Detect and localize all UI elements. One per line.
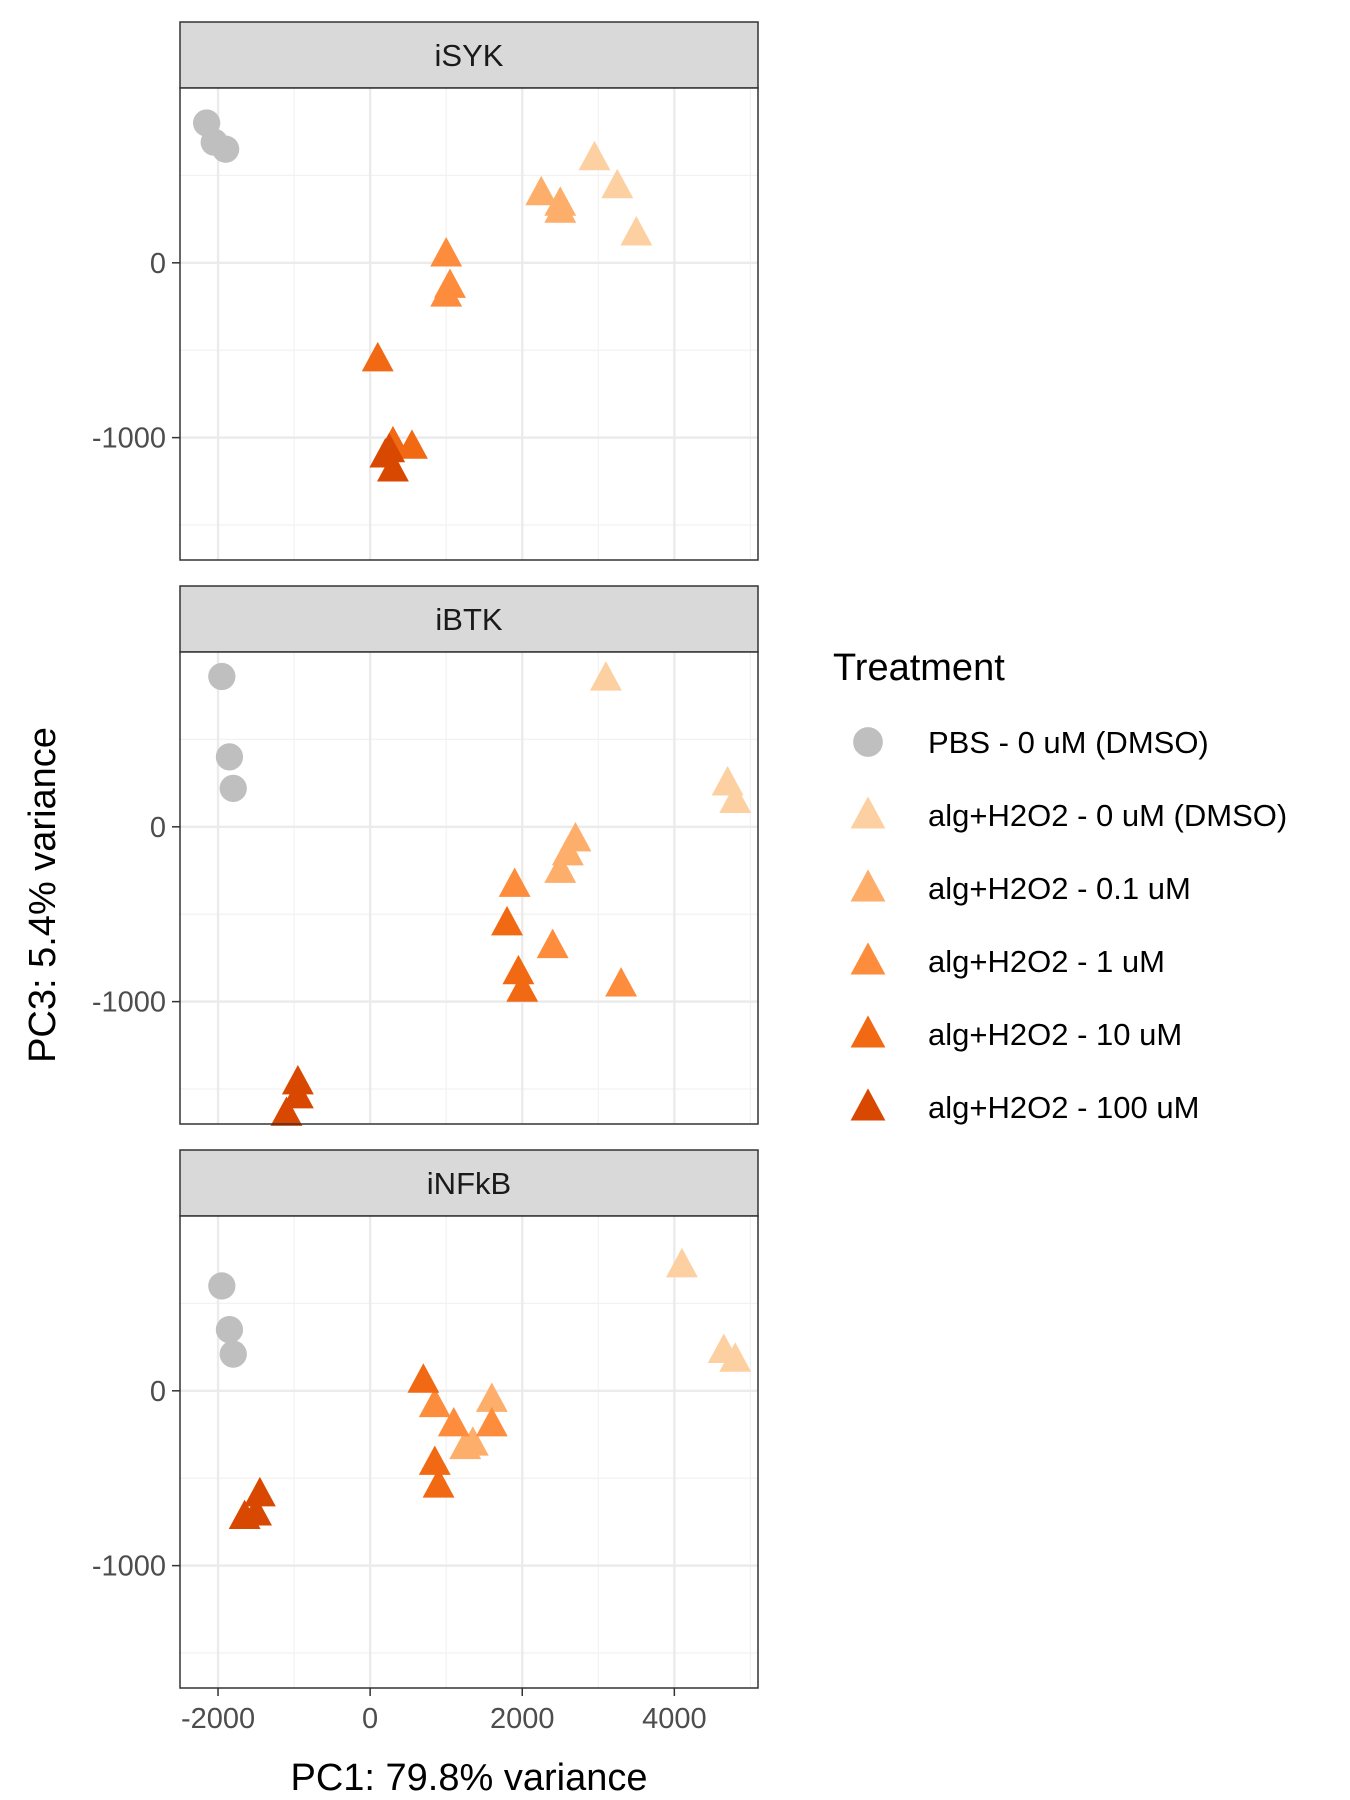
data-point [418, 1445, 451, 1475]
legend-key [853, 727, 883, 757]
data-point [361, 341, 394, 372]
panel-border [179, 651, 759, 1125]
legend-item: alg+H2O2 - 0.1 uM [850, 869, 1191, 906]
data-point [407, 1363, 440, 1393]
data-point [215, 743, 244, 771]
data-point [475, 1406, 508, 1437]
data-point [211, 135, 240, 163]
data-point [491, 905, 523, 936]
facet-strip [179, 585, 759, 653]
legend-key [850, 1088, 886, 1121]
axes: PC1: 79.8% variance PC3: 5.4% variance [22, 727, 647, 1799]
facet-strip [179, 21, 759, 89]
legend-label: alg+H2O2 - 1 uM [928, 944, 1165, 979]
data-point [228, 1499, 261, 1530]
legend: Treatment PBS - 0 uM (DMSO) alg+H2O2 - 0 … [833, 647, 1287, 1125]
data-point [422, 1468, 455, 1498]
data-point [243, 1476, 276, 1507]
data-point [270, 1096, 303, 1126]
data-point [215, 1315, 244, 1344]
legend-label: PBS - 0 uM (DMSO) [928, 725, 1209, 760]
data-point [620, 216, 653, 246]
x-tick-label: 0 [362, 1703, 378, 1735]
data-point [719, 783, 752, 813]
data-point [208, 662, 236, 691]
data-point [605, 967, 638, 997]
y-tick-label: -1000 [92, 1551, 166, 1583]
legend-item: alg+H2O2 - 10 uM [850, 1015, 1182, 1052]
data-point [578, 140, 611, 171]
y-tick-label: 0 [150, 812, 166, 844]
legend-item: PBS - 0 uM (DMSO) [853, 725, 1209, 760]
legend-label: alg+H2O2 - 0 uM (DMSO) [928, 798, 1287, 833]
data-point [665, 1247, 698, 1278]
y-tick-label: -1000 [92, 987, 166, 1019]
legend-item: alg+H2O2 - 1 uM [850, 942, 1165, 979]
data-point [219, 1340, 247, 1368]
facet-strip-label: iBTK [435, 602, 503, 637]
data-point [536, 928, 569, 959]
data-point [373, 432, 406, 463]
legend-key [850, 796, 886, 829]
legend-key [850, 942, 886, 975]
data-point [437, 1406, 470, 1437]
legend-label: alg+H2O2 - 10 uM [928, 1017, 1182, 1052]
legend-item: alg+H2O2 - 0 uM (DMSO) [850, 796, 1287, 833]
legend-label: alg+H2O2 - 0.1 uM [928, 871, 1191, 906]
plot-background [180, 88, 758, 560]
x-axis-title: PC1: 79.8% variance [291, 1757, 648, 1799]
data-point [544, 193, 577, 223]
data-point [506, 972, 539, 1002]
data-point [219, 774, 247, 802]
y-axis-title: PC3: 5.4% variance [22, 727, 64, 1063]
panel-border [179, 87, 759, 561]
data-point [430, 277, 463, 307]
legend-key [850, 1015, 886, 1048]
data-point [502, 954, 535, 985]
facet-strip [179, 1149, 759, 1217]
panel-border [179, 1215, 759, 1689]
data-point [525, 175, 558, 206]
panel-ibtk: iBTK 0 -1000 [92, 585, 759, 1126]
data-point [498, 867, 531, 897]
data-point [475, 1382, 508, 1412]
facet-strip-label: iNFkB [427, 1166, 511, 1201]
facet-strip-label: iSYK [435, 38, 504, 73]
y-tick-label: -1000 [92, 423, 166, 455]
data-point [281, 1078, 314, 1109]
data-point [376, 452, 409, 482]
panel-infkb: iNFkB 0 -1000 -2000 0 2000 4000 [92, 1149, 759, 1735]
plot-background [180, 652, 758, 1124]
panel-isyk: iSYK 0 -1000 [92, 21, 759, 561]
legend-item: alg+H2O2 - 100 uM [850, 1088, 1199, 1125]
data-point [208, 1272, 236, 1300]
x-tick-label: 2000 [490, 1703, 555, 1735]
facet-panels: iSYK 0 -1000 iBTK 0 -1000 iNFkB 0 -1000 -2000 0 200… [92, 21, 759, 1735]
x-tick-label: -2000 [181, 1703, 255, 1735]
data-point [418, 1387, 451, 1418]
data-point [544, 853, 577, 883]
legend-label: alg+H2O2 - 100 uM [928, 1090, 1199, 1125]
legend-title: Treatment [833, 647, 1005, 689]
data-point [589, 661, 622, 691]
y-tick-label: 0 [150, 248, 166, 280]
x-tick-label: 4000 [642, 1703, 707, 1735]
data-point [430, 237, 463, 267]
data-point [449, 1429, 482, 1460]
y-tick-label: 0 [150, 1376, 166, 1408]
data-point [601, 168, 634, 199]
legend-key [850, 869, 886, 902]
data-point [719, 1342, 752, 1372]
